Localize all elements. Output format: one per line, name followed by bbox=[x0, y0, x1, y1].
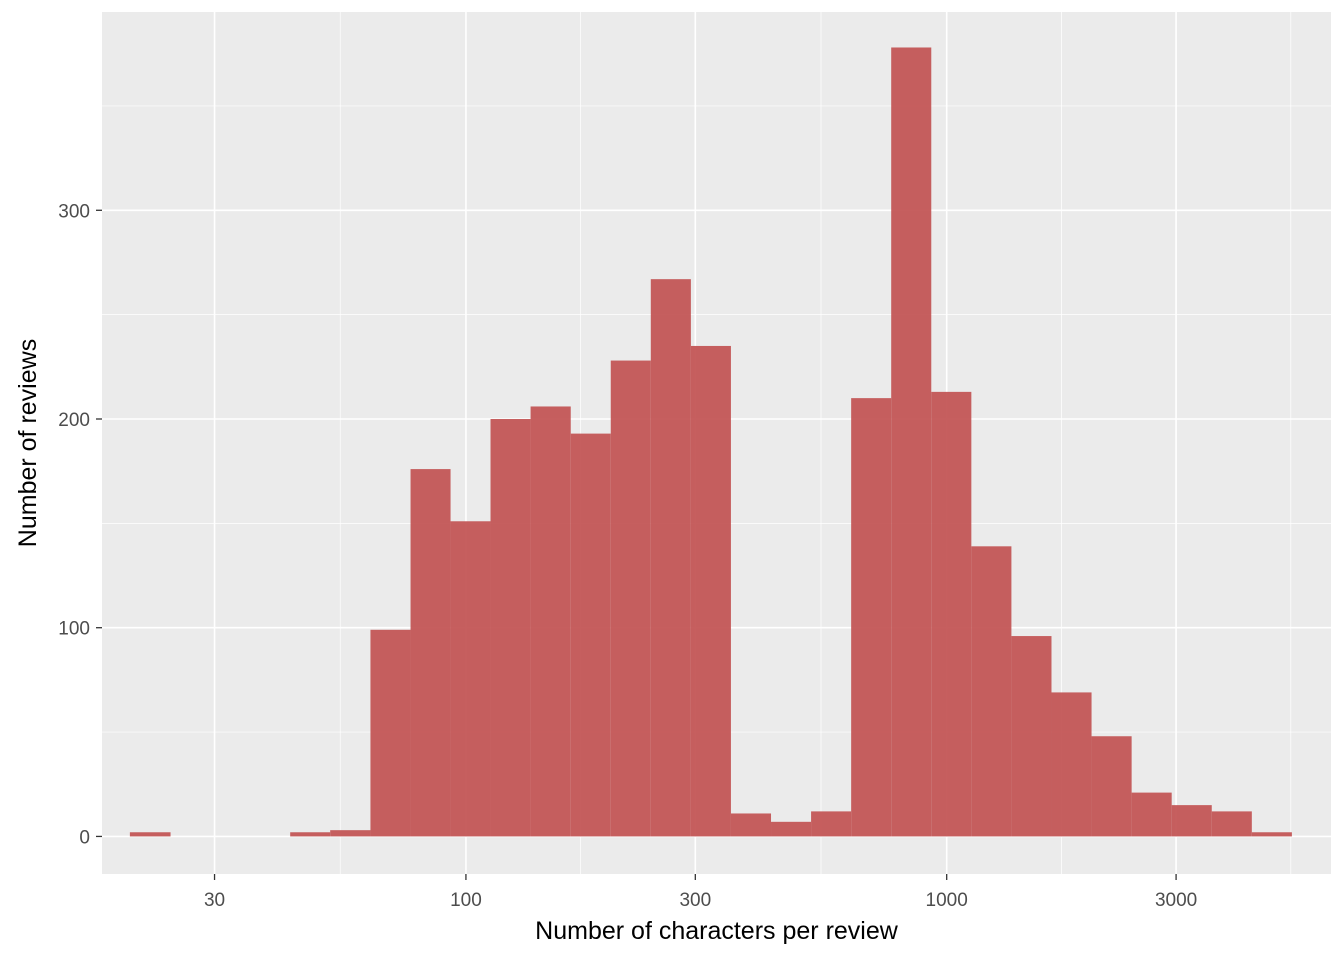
histogram-bar bbox=[129, 832, 171, 837]
y-axis-title: Number of reviews bbox=[14, 339, 42, 547]
x-tick-label: 100 bbox=[450, 890, 482, 911]
y-tick-label: 300 bbox=[58, 201, 90, 222]
histogram-bar bbox=[1091, 736, 1132, 837]
histogram-bar bbox=[690, 345, 731, 837]
histogram-bar bbox=[1131, 792, 1172, 837]
histogram-bar bbox=[290, 832, 331, 837]
y-axis-tick-labels: 0 100 200 300 bbox=[58, 201, 90, 848]
histogram-bar bbox=[450, 521, 491, 837]
histogram-bar bbox=[1051, 692, 1092, 837]
histogram-bar bbox=[530, 406, 571, 837]
histogram-bar bbox=[1171, 805, 1212, 837]
histogram-bar bbox=[730, 813, 772, 837]
histogram-bar bbox=[650, 279, 691, 837]
histogram-bar bbox=[1011, 636, 1052, 837]
histogram-bar bbox=[370, 629, 411, 837]
histogram-bar bbox=[490, 418, 531, 837]
histogram-bar bbox=[610, 360, 651, 837]
x-tick-label: 1000 bbox=[926, 890, 968, 911]
histogram-bar bbox=[931, 391, 972, 837]
y-tick-label: 200 bbox=[58, 410, 90, 431]
histogram-bar bbox=[1211, 811, 1252, 837]
x-tick-label: 3000 bbox=[1155, 890, 1197, 911]
axis-ticks bbox=[96, 209, 1177, 880]
histogram-bar bbox=[811, 811, 852, 837]
histogram-bar bbox=[410, 469, 451, 837]
x-axis-tick-labels: 30 100 300 1000 3000 bbox=[204, 890, 1197, 911]
histogram-bar bbox=[570, 433, 611, 837]
histogram-bar bbox=[330, 830, 371, 837]
y-tick-label: 0 bbox=[79, 827, 90, 848]
histogram-bar bbox=[851, 398, 892, 837]
histogram-bar bbox=[1251, 832, 1292, 837]
y-tick-label: 100 bbox=[58, 619, 90, 640]
histogram-bar bbox=[891, 47, 932, 837]
x-tick-label: 30 bbox=[204, 890, 225, 911]
histogram-bar bbox=[971, 546, 1012, 837]
histogram-bar bbox=[771, 821, 812, 837]
x-axis-title: Number of characters per review bbox=[535, 917, 899, 945]
histogram-bars bbox=[129, 47, 1292, 837]
x-tick-label: 300 bbox=[679, 890, 711, 911]
